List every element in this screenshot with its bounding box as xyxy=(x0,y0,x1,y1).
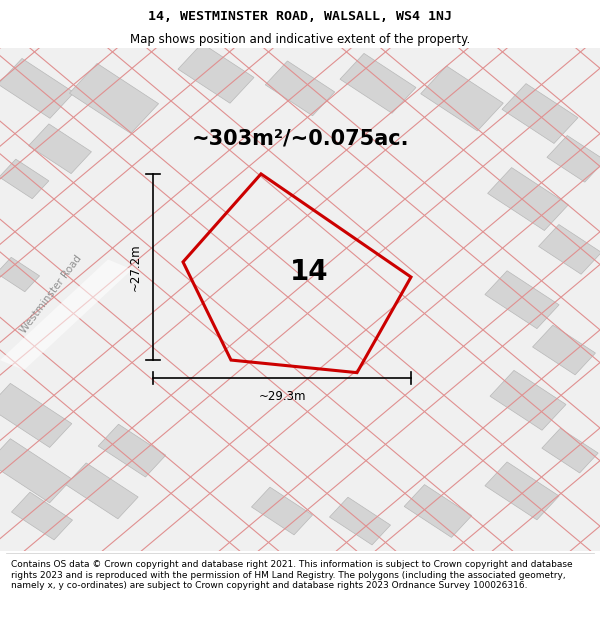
Polygon shape xyxy=(66,463,138,519)
Text: Map shows position and indicative extent of the property.: Map shows position and indicative extent… xyxy=(130,32,470,46)
Text: Contains OS data © Crown copyright and database right 2021. This information is : Contains OS data © Crown copyright and d… xyxy=(11,560,572,590)
Polygon shape xyxy=(485,271,559,329)
Polygon shape xyxy=(533,325,595,375)
Polygon shape xyxy=(329,498,391,545)
Text: 14: 14 xyxy=(290,258,328,286)
Polygon shape xyxy=(265,61,335,116)
Polygon shape xyxy=(340,53,416,113)
Polygon shape xyxy=(70,63,158,134)
Text: ~27.2m: ~27.2m xyxy=(129,243,142,291)
Polygon shape xyxy=(547,136,600,182)
Polygon shape xyxy=(421,66,503,131)
Polygon shape xyxy=(0,259,132,370)
Polygon shape xyxy=(404,484,472,538)
Polygon shape xyxy=(11,492,73,540)
Polygon shape xyxy=(502,84,578,144)
Polygon shape xyxy=(0,59,74,118)
Polygon shape xyxy=(539,224,600,274)
Text: Westminster Road: Westminster Road xyxy=(19,254,83,336)
Polygon shape xyxy=(251,487,313,535)
Text: ~303m²/~0.075ac.: ~303m²/~0.075ac. xyxy=(191,129,409,149)
Text: ~29.3m: ~29.3m xyxy=(258,390,306,403)
Polygon shape xyxy=(0,383,72,448)
Polygon shape xyxy=(0,159,49,199)
Polygon shape xyxy=(29,124,91,174)
Polygon shape xyxy=(0,439,72,503)
Text: 14, WESTMINSTER ROAD, WALSALL, WS4 1NJ: 14, WESTMINSTER ROAD, WALSALL, WS4 1NJ xyxy=(148,9,452,22)
Polygon shape xyxy=(178,43,254,103)
Polygon shape xyxy=(98,424,166,477)
Polygon shape xyxy=(490,371,566,430)
Polygon shape xyxy=(542,428,598,473)
Polygon shape xyxy=(488,168,568,231)
Polygon shape xyxy=(485,462,559,520)
Polygon shape xyxy=(0,258,40,292)
